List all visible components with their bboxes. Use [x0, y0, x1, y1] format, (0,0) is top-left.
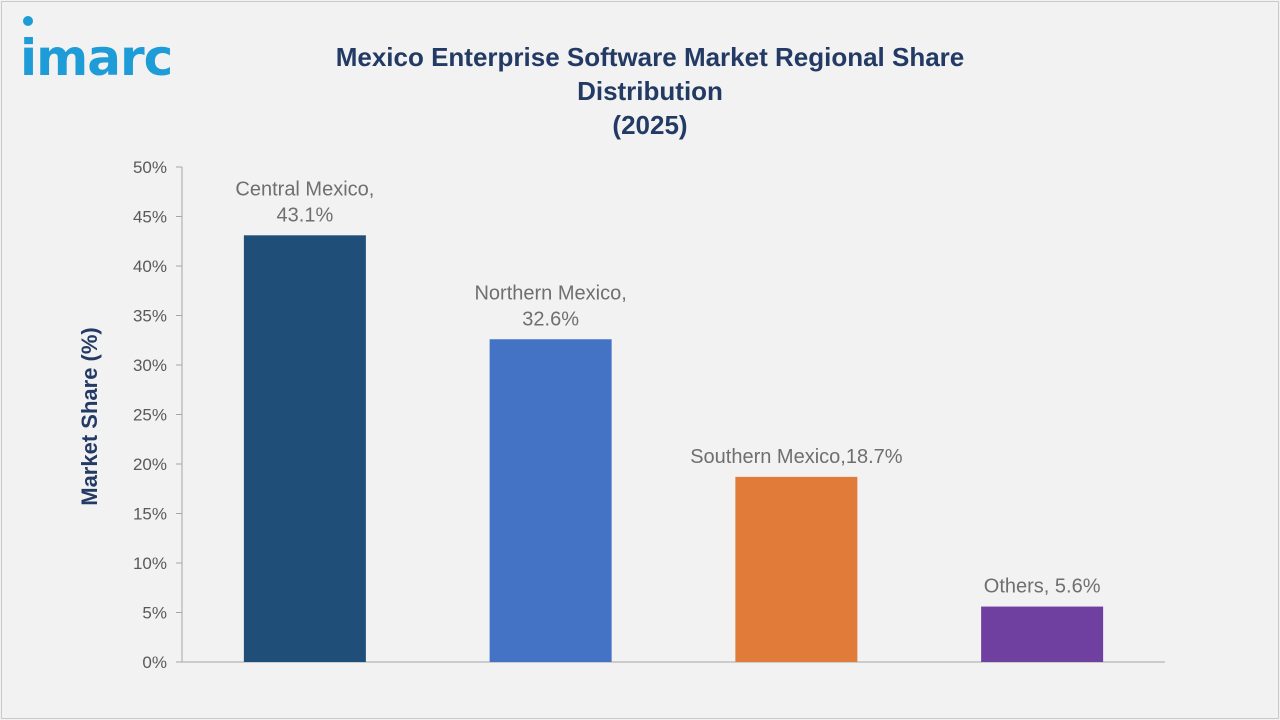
bar-southern-mexico: [735, 476, 858, 662]
y-tick-label: 45%: [133, 208, 167, 227]
chart-title-line1: Mexico Enterprise Software Market Region…: [335, 42, 965, 106]
logo-dot-icon: [23, 16, 33, 26]
y-tick-label: 15%: [133, 505, 167, 524]
imarc-logo: imarc: [20, 16, 173, 87]
data-label: 43.1%: [277, 204, 334, 226]
y-tick-label: 10%: [133, 554, 167, 573]
y-axis-title: Market Share (%): [77, 327, 102, 506]
y-tick-label: 30%: [133, 356, 167, 375]
data-label: Southern Mexico,18.7%: [690, 446, 903, 468]
bar-northern-mexico: [489, 339, 612, 662]
y-tick-label: 5%: [142, 604, 167, 623]
logo-text: imarc: [20, 29, 173, 87]
bar-others: [981, 606, 1104, 662]
data-label: 32.6%: [522, 308, 579, 330]
bar-central-mexico: [243, 235, 366, 662]
chart-title-line2: (2025): [612, 110, 688, 140]
y-tick-label: 20%: [133, 455, 167, 474]
y-tick-label: 0%: [142, 653, 167, 672]
data-label: Central Mexico,: [235, 178, 374, 200]
y-tick-label: 40%: [133, 257, 167, 276]
y-tick-label: 35%: [133, 307, 167, 326]
chart-title: Mexico Enterprise Software Market Region…: [290, 40, 1010, 142]
data-label: Others, 5.6%: [984, 576, 1101, 598]
y-tick-label: 50%: [133, 158, 167, 177]
y-tick-label: 25%: [133, 406, 167, 425]
data-label: Northern Mexico,: [474, 282, 626, 304]
